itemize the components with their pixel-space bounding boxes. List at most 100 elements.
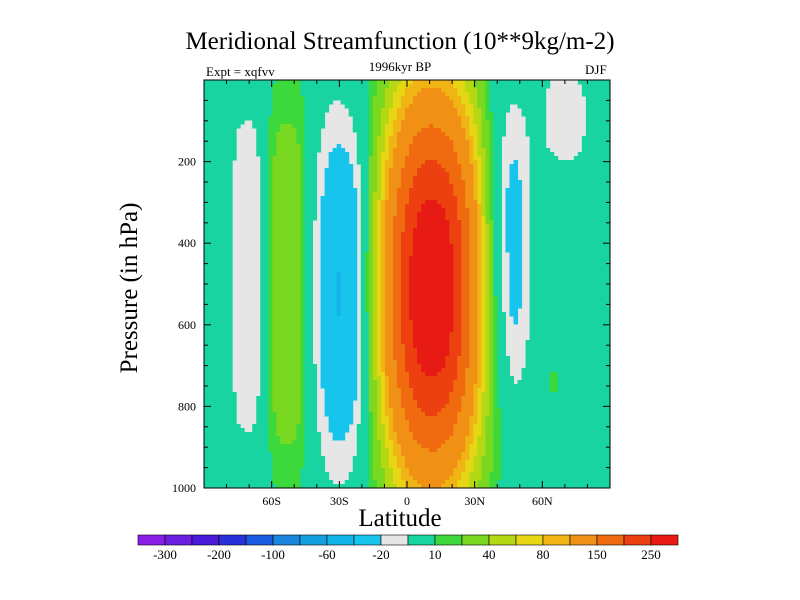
contour-cell xyxy=(449,240,454,245)
contour-cell xyxy=(208,240,213,245)
contour-cell xyxy=(340,224,346,229)
contour-cell xyxy=(461,300,466,305)
contour-cell xyxy=(565,212,571,217)
contour-cell xyxy=(384,204,390,209)
contour-cell xyxy=(304,96,310,101)
contour-cell xyxy=(240,88,245,93)
contour-cell xyxy=(216,300,221,305)
contour-cell xyxy=(469,84,474,89)
contour-cell xyxy=(384,196,390,201)
contour-cell xyxy=(597,252,603,257)
contour-cell xyxy=(224,192,229,197)
contour-cell xyxy=(220,88,225,93)
contour-cell xyxy=(541,260,547,265)
contour-cell xyxy=(352,88,358,93)
contour-cell xyxy=(348,200,354,205)
contour-cell xyxy=(533,280,539,285)
contour-cell xyxy=(208,288,213,293)
contour-cell xyxy=(429,132,434,137)
contour-cell xyxy=(388,312,394,317)
contour-cell xyxy=(601,204,607,209)
contour-cell xyxy=(601,296,607,301)
contour-cell xyxy=(328,256,334,261)
contour-cell xyxy=(449,96,454,101)
contour-cell xyxy=(517,268,523,273)
contour-cell xyxy=(320,276,326,281)
contour-cell xyxy=(425,172,430,177)
contour-cell xyxy=(481,80,486,85)
contour-cell xyxy=(204,240,209,245)
contour-cell xyxy=(212,148,217,153)
contour-cell xyxy=(308,180,314,185)
contour-cell xyxy=(264,108,269,113)
contour-cell xyxy=(260,144,265,149)
contour-cell xyxy=(409,128,414,133)
contour-cell xyxy=(561,212,567,217)
contour-cell xyxy=(284,216,289,221)
contour-cell xyxy=(481,192,486,197)
contour-cell xyxy=(573,220,579,225)
contour-cell xyxy=(449,228,454,233)
contour-cell xyxy=(264,132,269,137)
contour-cell xyxy=(336,236,342,241)
contour-cell xyxy=(284,268,289,273)
contour-cell xyxy=(396,220,402,225)
contour-cell xyxy=(224,148,229,153)
contour-cell xyxy=(409,228,414,233)
contour-cell xyxy=(208,184,213,189)
contour-cell xyxy=(473,280,478,285)
contour-cell xyxy=(577,256,583,261)
contour-cell xyxy=(292,92,297,97)
contour-cell xyxy=(465,196,470,201)
contour-cell xyxy=(429,116,434,121)
contour-cell xyxy=(220,264,225,269)
contour-cell xyxy=(597,260,603,265)
contour-cell xyxy=(280,112,285,117)
contour-cell xyxy=(356,88,362,93)
contour-cell xyxy=(288,244,293,249)
contour-cell xyxy=(280,104,285,109)
contour-cell xyxy=(224,236,229,241)
contour-cell xyxy=(360,184,366,189)
contour-cell xyxy=(356,108,362,113)
contour-cell xyxy=(449,180,454,185)
contour-cell xyxy=(581,204,587,209)
contour-cell xyxy=(400,212,406,217)
contour-cell xyxy=(593,100,599,105)
contour-cell xyxy=(441,92,446,97)
contour-cell xyxy=(525,88,531,93)
contour-cell xyxy=(264,296,269,301)
contour-cell xyxy=(525,92,531,97)
contour-cell xyxy=(509,80,515,85)
contour-cell xyxy=(288,208,293,213)
contour-cell xyxy=(384,212,390,217)
contour-cell xyxy=(469,292,474,297)
contour-cell xyxy=(489,88,494,93)
contour-cell xyxy=(497,168,502,173)
contour-cell xyxy=(396,124,402,129)
contour-cell xyxy=(433,148,438,153)
contour-cell xyxy=(465,176,470,181)
contour-cell xyxy=(280,124,285,129)
contour-cell xyxy=(364,284,370,289)
contour-cell xyxy=(437,208,442,213)
contour-cell xyxy=(280,100,285,105)
contour-cell xyxy=(429,244,434,249)
contour-cell xyxy=(481,264,486,269)
contour-cell xyxy=(441,80,446,85)
contour-cell xyxy=(320,228,326,233)
contour-cell xyxy=(537,88,543,93)
contour-cell xyxy=(605,260,610,265)
contour-cell xyxy=(328,224,334,229)
contour-cell xyxy=(481,136,486,141)
contour-cell xyxy=(569,176,575,181)
contour-cell xyxy=(220,224,225,229)
contour-cell xyxy=(529,300,535,305)
contour-cell xyxy=(372,172,378,177)
contour-cell xyxy=(477,260,482,265)
contour-cell xyxy=(212,252,217,257)
contour-cell xyxy=(388,216,394,221)
contour-cell xyxy=(264,252,269,257)
contour-cell xyxy=(228,276,233,281)
contour-cell xyxy=(553,196,559,201)
